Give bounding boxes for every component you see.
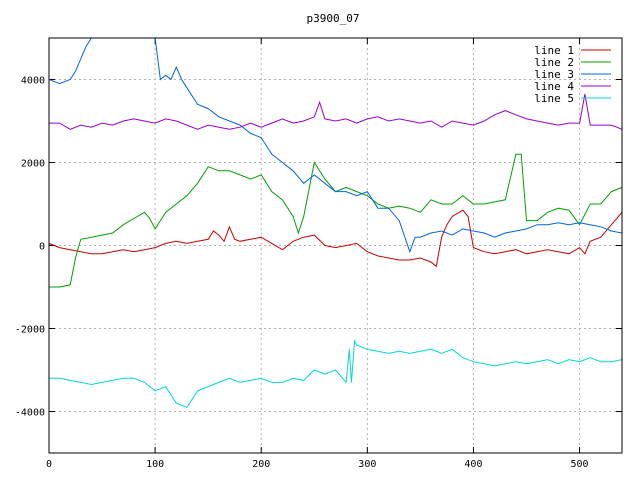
y-tick-label: -4000 <box>15 408 45 419</box>
chart-title: p3900_07 <box>307 12 360 25</box>
y-tick-label: 0 <box>39 242 45 253</box>
grid <box>49 38 622 453</box>
legend-label: line 3 <box>534 68 574 81</box>
legend-label: line 1 <box>534 44 574 57</box>
y-tick-label: -2000 <box>15 325 45 336</box>
legend-label: line 2 <box>534 56 574 69</box>
y-tick-label: 2000 <box>21 159 45 170</box>
series-line-3 <box>49 38 622 254</box>
x-tick-label: 100 <box>146 459 164 470</box>
x-tick-label: 400 <box>464 459 482 470</box>
series-line-5 <box>49 339 622 409</box>
plot-frame <box>48 37 623 454</box>
axis-ticks: 0 100 200 300 400 500 -4000 -2000 0 2000 4000 <box>15 38 622 470</box>
x-tick-label: 300 <box>358 459 376 470</box>
y-tick-label: 4000 <box>21 76 45 87</box>
series-line-4 <box>49 93 622 130</box>
x-tick-label: 500 <box>571 459 589 470</box>
series-line-2 <box>49 153 622 288</box>
legend-label: line 4 <box>534 80 574 93</box>
series-line-1 <box>49 209 622 268</box>
x-tick-label: 200 <box>252 459 270 470</box>
x-tick-label: 0 <box>46 459 52 470</box>
legend-label: line 5 <box>534 92 574 105</box>
series-layer <box>49 38 622 409</box>
